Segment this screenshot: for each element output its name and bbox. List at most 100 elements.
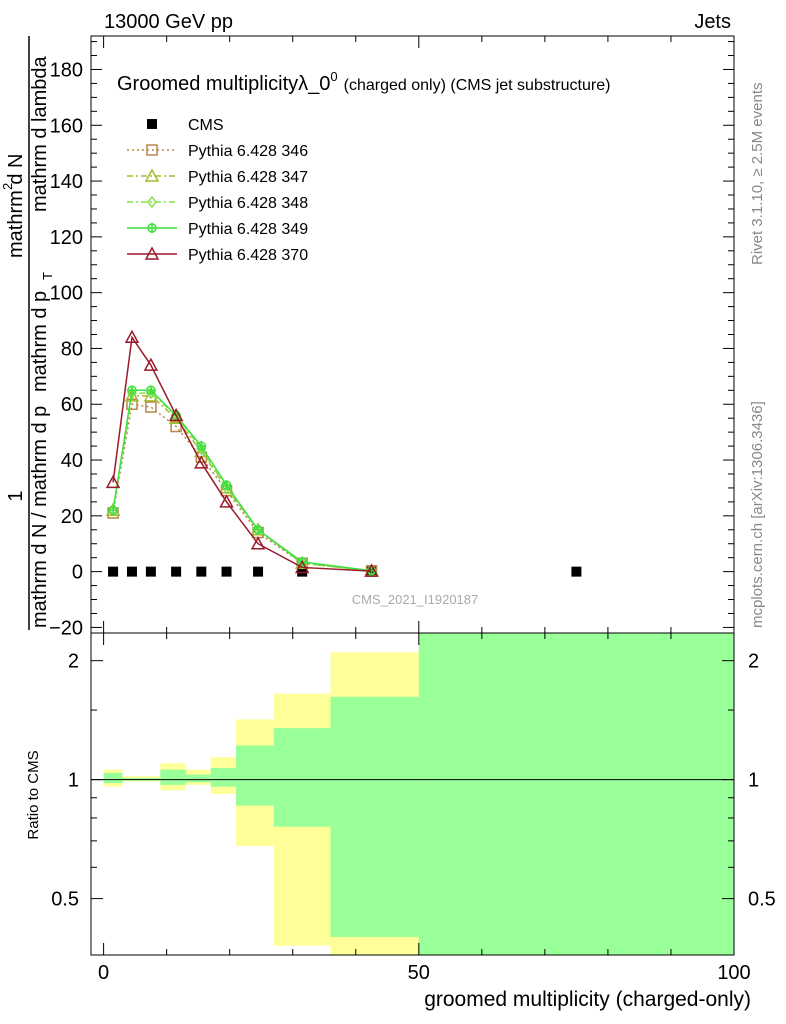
ratio-ytick-label-right: 0.5: [748, 889, 776, 911]
legend-item: Pythia 6.428 347: [127, 168, 308, 186]
marker: [294, 559, 310, 574]
mcplots-label: mcplots.cern.ch [arXiv:1306.3436]: [749, 401, 766, 628]
ylabel-numerator: 1: [5, 490, 27, 501]
series-line: [112, 335, 372, 572]
series-2: [105, 388, 379, 577]
ylabel-denominator: mathrm d N / mathrm d p: [29, 406, 51, 628]
marker: [126, 566, 137, 577]
main-ytick-label: −20: [49, 617, 83, 639]
legend-label: Pythia 6.428 370: [188, 247, 308, 264]
legend-item: Pythia 6.428 349: [127, 221, 308, 238]
ratio-ytick-label: 1: [68, 770, 79, 792]
series-4: [108, 385, 377, 576]
x-axis-label: groomed multiplicity (charged-only): [424, 988, 751, 1011]
main-ytick-label: 60: [61, 394, 83, 416]
ratio-band-green: [185, 774, 211, 783]
marker: [145, 386, 156, 400]
marker: [127, 386, 137, 400]
series-line: [112, 389, 372, 572]
ylabel-mid: mathrm d p: [29, 291, 51, 392]
main-ytick-label: 80: [61, 338, 83, 360]
xtick-label: 0: [98, 962, 109, 984]
plot-title: Groomed multiplicityλ_00 (charged only) (…: [117, 69, 610, 95]
ratio-ytick-label: 0.5: [51, 889, 79, 911]
ratio-plot-frame: [90, 632, 735, 956]
plot-title-tail: (charged only) (CMS jet substructure): [344, 77, 611, 94]
header-left: 13000 GeV pp: [104, 11, 233, 33]
marker: [144, 168, 160, 182]
marker: [147, 119, 157, 129]
main-ytick-label: 20: [61, 506, 83, 528]
legend: CMS Pythia 6.428 346 Pythia 6.428 347 Pythi…: [127, 117, 308, 264]
main-ytick-label: 40: [61, 450, 83, 472]
header-right: Jets: [694, 11, 731, 33]
ylabel-top: mathrm d: [5, 174, 27, 258]
main-y-axis: −20 0 20 40 60 80 100 120 140 160 180: [49, 41, 734, 639]
marker: [196, 442, 207, 456]
main-ytick-label: 0: [72, 562, 83, 584]
marker: [124, 329, 140, 344]
ylabel-top2: 2: [0, 183, 15, 190]
ratio-bands: [103, 633, 734, 955]
rivet-label: Rivet 3.1.10, ≥ 2.5M events: [749, 83, 766, 266]
legend-item: Pythia 6.428 370: [127, 246, 308, 264]
marker: [571, 566, 582, 577]
main-ytick-label: 180: [50, 59, 83, 81]
main-series-group: [105, 329, 582, 577]
marker: [168, 407, 184, 422]
marker: [145, 401, 157, 413]
ratio-band-green: [418, 633, 734, 955]
legend-item: Pythia 6.428 348: [127, 195, 308, 212]
ratio-ylabel: Ratio to CMS: [25, 750, 42, 839]
marker: [144, 246, 160, 260]
marker: [145, 566, 156, 577]
marker: [219, 494, 234, 508]
legend-item: Pythia 6.428 346: [127, 143, 308, 160]
marker: [364, 563, 379, 577]
ylabel-topN: N: [5, 154, 27, 168]
series-line: [112, 403, 372, 572]
marker: [171, 566, 182, 577]
marker: [221, 566, 232, 577]
marker: [143, 357, 159, 371]
legend-item: CMS: [147, 117, 224, 134]
ratio-band-green: [210, 768, 236, 787]
marker: [105, 474, 121, 489]
main-ylabel: 1 mathrm d N / mathrm d p mathrm d p T m…: [0, 36, 55, 630]
marker: [147, 195, 157, 209]
ratio-band-green: [103, 772, 123, 784]
ratio-band-green: [273, 728, 331, 827]
legend-label: Pythia 6.428 348: [188, 195, 308, 212]
ratio-ytick-label-right: 1: [748, 770, 759, 792]
series-5: [105, 329, 379, 577]
marker: [146, 144, 158, 156]
main-ytick-label: 100: [50, 283, 83, 305]
series-line: [112, 392, 372, 572]
series-1: [107, 398, 378, 577]
plot-title-main: Groomed multiplicityλ_0: [117, 73, 330, 95]
legend-label: CMS: [188, 117, 224, 134]
legend-label: Pythia 6.428 347: [188, 169, 308, 186]
main-ytick-label: 140: [50, 171, 83, 193]
series-3: [108, 386, 377, 577]
marker: [250, 536, 266, 550]
xtick-label: 50: [408, 962, 430, 984]
series-line: [112, 395, 372, 572]
ratio-band-green: [160, 769, 186, 785]
ratio-y-axis: 0.5 0.5 1 1 2 2: [51, 651, 776, 911]
main-ytick-label: 120: [50, 227, 83, 249]
x-axis: 0 50 100: [98, 36, 751, 984]
marker: [297, 566, 308, 577]
watermark: CMS_2021_I1920187: [352, 592, 479, 607]
ratio-band-green: [330, 696, 419, 937]
ylabel-mid-sub: T: [40, 272, 55, 280]
marker: [194, 455, 209, 469]
marker: [253, 566, 264, 577]
legend-label: Pythia 6.428 349: [188, 221, 308, 238]
xtick-label: 100: [717, 962, 750, 984]
plot-title-sup: 0: [330, 69, 337, 84]
ratio-ytick-label: 2: [68, 651, 79, 673]
marker: [108, 566, 119, 577]
main-ytick-label: 160: [50, 115, 83, 137]
